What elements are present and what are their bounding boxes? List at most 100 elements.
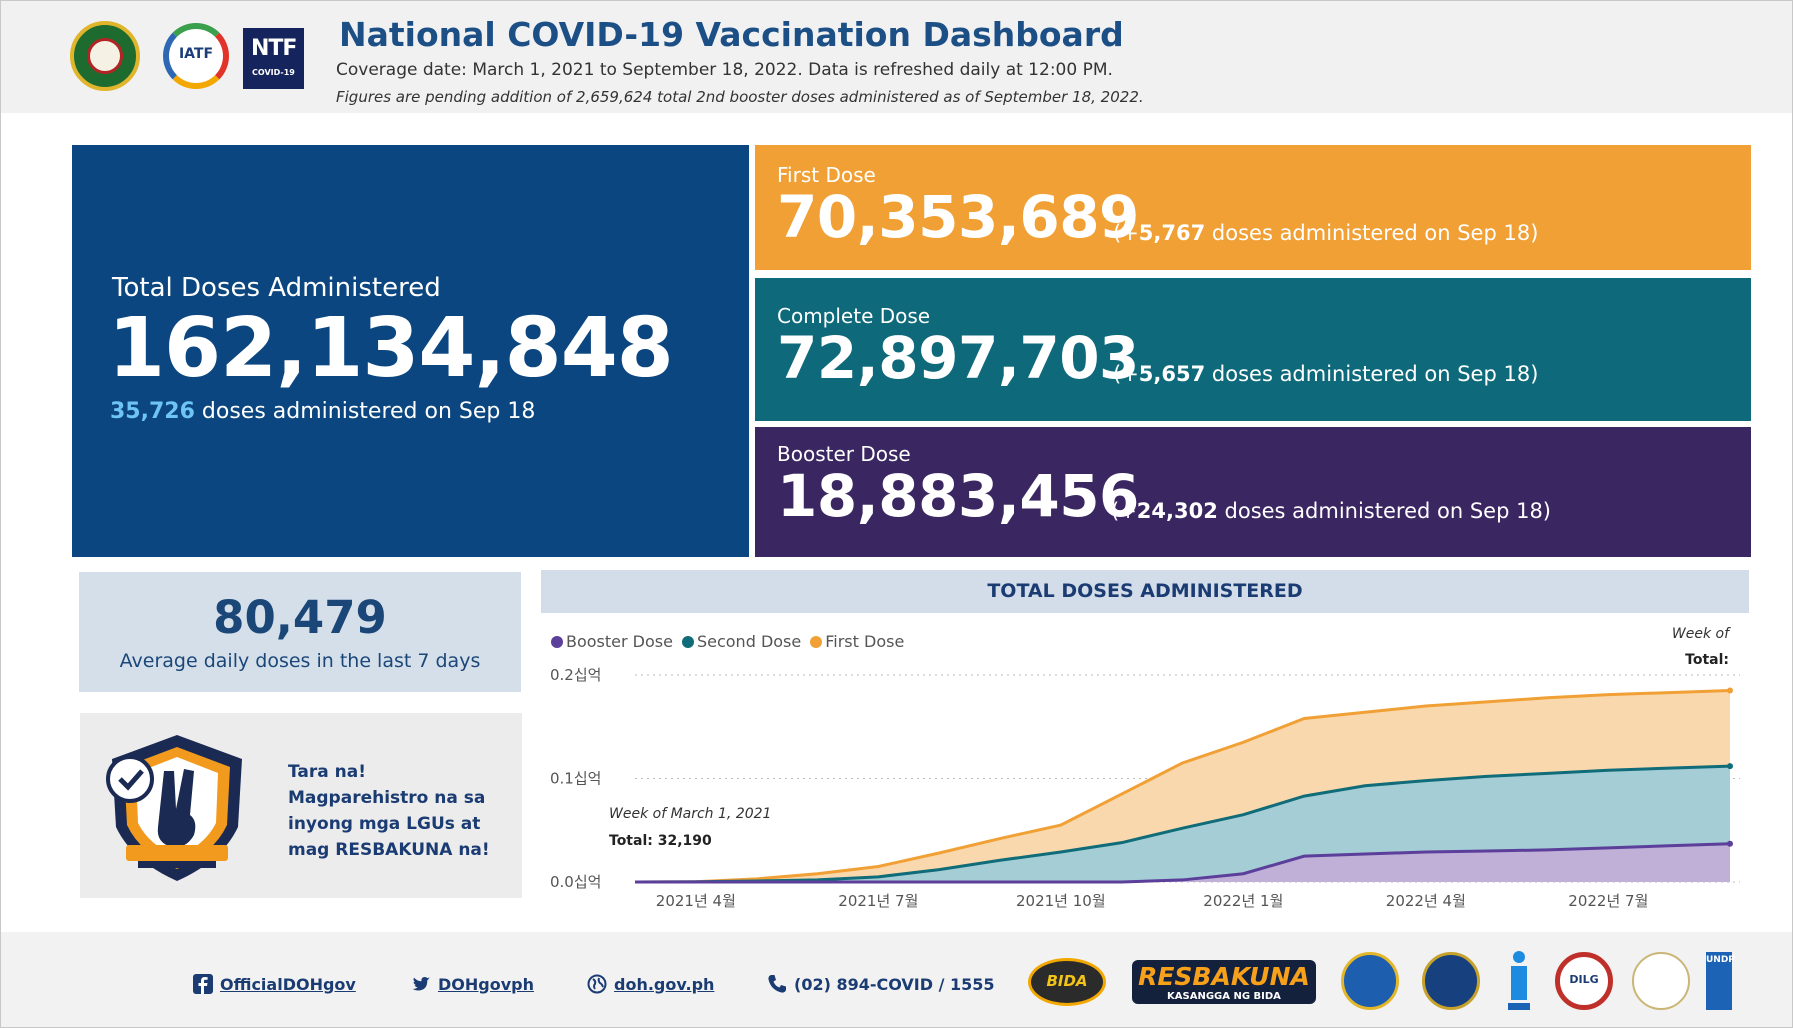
y-tick-label-2: 0.2십억 (550, 666, 601, 684)
first-dose-delta: (+5,767 doses administered on Sep 18) (1113, 221, 1538, 245)
presidential-seal-logo (1341, 952, 1399, 1010)
twitter-icon (412, 977, 430, 991)
booster-dose-delta: (+24,302 doses administered on Sep 18) (1111, 499, 1551, 523)
average-daily-label: Average daily doses in the last 7 days (119, 650, 481, 672)
x-tick-label-3: 2022년 1월 (1203, 892, 1283, 910)
booster-dose-value: 18,883,456 (777, 462, 1139, 530)
pia-logo (1508, 951, 1530, 1010)
legend-booster-dot (551, 635, 563, 648)
tooltip-total: Total: 32,190 (609, 833, 712, 849)
chart-title: TOTAL DOSES ADMINISTERED (541, 570, 1749, 613)
website-link-text: doh.gov.ph (614, 974, 715, 994)
first-dose-panel: First Dose 70,353,689 (+5,767 doses admi… (755, 145, 1751, 270)
booster-dose-delta-prefix: (+ (1111, 499, 1137, 523)
legend-second-dot (681, 635, 694, 648)
total-doses-panel: Total Doses Administered 162,134,848 35,… (72, 145, 749, 557)
facebook-link[interactable]: OfficialDOHgov (193, 974, 356, 994)
twitter-link[interactable]: DOHgovph (411, 974, 534, 994)
total-doses-label: Total Doses Administered (112, 273, 441, 303)
promo-text: Tara na! Magparehistro na sa inyong mga … (288, 762, 490, 860)
facebook-link-text: OfficialDOHgov (220, 974, 356, 994)
tooltip-week: Week of March 1, 2021 (609, 806, 772, 822)
facebook-icon (193, 974, 213, 994)
tooltip-header-week: Week of (1671, 626, 1729, 642)
undp-logo: UNDP (1706, 952, 1735, 1010)
legend-second-label: Second Dose (696, 632, 802, 651)
doses-area-chart[interactable]: 0.0십억 0.1십억 0.2십억 2021년 4월 2021년 7월 2021년 10월… (540, 660, 1750, 910)
website-link[interactable]: doh.gov.ph (587, 974, 714, 994)
pending-note: Figures are pending addition of 2,659,62… (336, 88, 1144, 106)
total-daily-doses: 35,726 doses administered on Sep 18 (110, 399, 535, 424)
resbakuna-logo-subtext: KASANGGA NG BIDA (1167, 991, 1281, 1002)
x-tick-label-5: 2022년 7월 (1568, 892, 1648, 910)
chart-tooltip: Week of March 1, 2021 Total: 32,190 (609, 806, 771, 849)
average-daily-value: 80,479 (213, 591, 387, 644)
tooltip-header-total: Total: (1685, 652, 1729, 668)
complete-dose-delta-count: 5,657 (1138, 362, 1206, 386)
vaccinated-shield-icon (106, 735, 242, 881)
line-booster-dose (635, 842, 1731, 884)
first-dose-delta-count: 5,767 (1138, 221, 1206, 245)
total-daily-text: doses administered on Sep 18 (194, 399, 536, 424)
complete-dose-value: 72,897,703 (777, 324, 1139, 392)
legend-booster[interactable]: Booster Dose (551, 632, 673, 651)
booster-dose-delta-count: 24,302 (1136, 499, 1218, 523)
endpoint-second-dose (1727, 763, 1733, 770)
booster-dose-label: Booster Dose (777, 442, 911, 466)
complete-dose-delta: (+5,657 doses administered on Sep 18) (1113, 362, 1538, 386)
iatf-logo: IATF (163, 23, 229, 89)
phone-icon (768, 975, 786, 993)
globe-icon (587, 974, 607, 994)
legend-first-dot (810, 635, 823, 648)
ntf-logo-subtext: COVID-19 (252, 68, 295, 77)
header-bar: IATF NTF COVID-19 National COVID-19 Vacc… (1, 1, 1792, 113)
legend-first-label: First Dose (825, 632, 905, 651)
doh-logo (70, 21, 140, 91)
line-first-dose (634, 689, 1731, 884)
iatf-logo-text: IATF (178, 46, 214, 62)
total-doses-value: 162,134,848 (108, 301, 674, 396)
area-booster-dose (635, 843, 1730, 882)
complete-dose-delta-suffix: doses administered on Sep 18) (1205, 362, 1539, 386)
legend-first[interactable]: First Dose (810, 632, 904, 651)
dilg-logo: DILG (1555, 952, 1613, 1010)
dilg-logo-text: DILG (1569, 973, 1599, 986)
average-daily-card: 80,479 Average daily doses in the last 7… (79, 572, 521, 692)
hotline: (02) 894-COVID / 1555 (767, 974, 995, 994)
coverage-subtitle: Coverage date: March 1, 2021 to Septembe… (336, 60, 1113, 80)
page-title: National COVID-19 Vaccination Dashboard (339, 15, 1124, 54)
first-dose-delta-prefix: (+ (1113, 221, 1139, 245)
bida-logo: BIDA (1028, 958, 1106, 1006)
endpoint-first-dose (1727, 687, 1733, 694)
x-tick-label-4: 2022년 4월 (1386, 892, 1466, 910)
x-tick-label-0: 2021년 4월 (656, 892, 736, 910)
total-daily-count: 35,726 (110, 399, 195, 424)
booster-dose-panel: Booster Dose 18,883,456 (+24,302 doses a… (755, 427, 1751, 557)
legend-second[interactable]: Second Dose (681, 632, 802, 651)
booster-dose-delta-suffix: doses administered on Sep 18) (1217, 499, 1552, 523)
complete-dose-delta-prefix: (+ (1113, 362, 1139, 386)
footer-bar: OfficialDOHgov DOHgovph doh.gov.ph (02) … (1, 932, 1792, 1027)
resbakuna-logo-text: RESBAKUNA (1138, 962, 1310, 991)
pcoo-seal-logo (1422, 952, 1480, 1010)
y-tick-label-0: 0.0십억 (550, 873, 601, 891)
legend-booster-label: Booster Dose (566, 632, 673, 651)
twitter-link-text: DOHgovph (438, 974, 534, 994)
resbakuna-logo: RESBAKUNA KASANGGA NG BIDA (1132, 960, 1316, 1004)
chart-legend[interactable]: Booster Dose Second Dose First Dose (551, 632, 904, 651)
x-tick-label-2: 2021년 10월 (1016, 892, 1106, 910)
complete-dose-label: Complete Dose (777, 304, 931, 328)
x-tick-label-1: 2021년 7월 (838, 892, 918, 910)
first-dose-value: 70,353,689 (777, 183, 1139, 251)
dict-seal-logo (1632, 952, 1690, 1010)
line-second-dose (634, 764, 1731, 884)
y-tick-label-1: 0.1십억 (550, 770, 601, 788)
first-dose-delta-suffix: doses administered on Sep 18) (1205, 221, 1539, 245)
complete-dose-panel: Complete Dose 72,897,703 (+5,657 doses a… (755, 278, 1751, 421)
resbakuna-promo-card: Tara na! Magparehistro na sa inyong mga … (80, 713, 522, 898)
hotline-text: (02) 894-COVID / 1555 (794, 974, 995, 994)
ntf-logo: NTF COVID-19 (243, 28, 304, 89)
first-dose-label: First Dose (777, 163, 876, 187)
endpoint-booster-dose (1727, 840, 1733, 847)
ntf-logo-text: NTF (251, 36, 297, 61)
